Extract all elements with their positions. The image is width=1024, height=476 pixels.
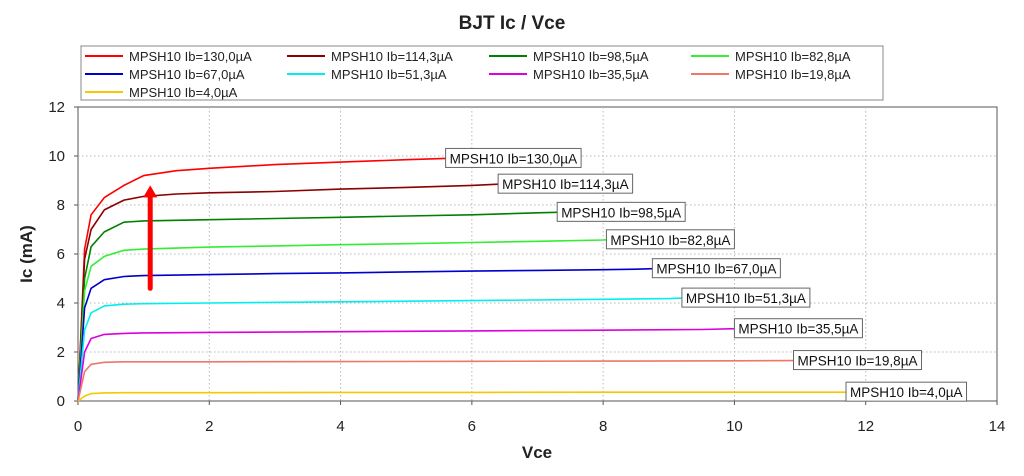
callout-box bbox=[651, 258, 781, 279]
legend-box bbox=[80, 45, 884, 101]
series-line bbox=[77, 183, 499, 402]
series-callout: MPSH10 Ib=82,8µA bbox=[605, 229, 735, 250]
series-line bbox=[77, 327, 735, 402]
series-line bbox=[77, 267, 653, 402]
callout-label: MPSH10 Ib=82,8µA bbox=[610, 233, 730, 248]
chart-title: BJT Ic / Vce bbox=[459, 13, 566, 34]
x-tick-label: 12 bbox=[857, 418, 874, 435]
legend-label: MPSH10 Ib=4,0µA bbox=[129, 85, 238, 100]
series-callout: MPSH10 Ib=35,5µA bbox=[733, 318, 863, 339]
callout-box bbox=[733, 318, 863, 339]
y-axis-title: Ic (mA) bbox=[17, 225, 36, 283]
series-line bbox=[77, 297, 682, 402]
x-tick-label: 8 bbox=[599, 418, 607, 435]
callout-label: MPSH10 Ib=98,5µA bbox=[561, 205, 681, 220]
callout-box bbox=[845, 381, 968, 402]
legend-label: MPSH10 Ib=19,8µA bbox=[735, 67, 851, 82]
series-callout: MPSH10 Ib=19,8µA bbox=[793, 350, 923, 371]
callouts: MPSH10 Ib=130,0µA MPSH10 Ib=114,3µA MPSH10… bbox=[445, 147, 968, 402]
x-tick-label: 2 bbox=[205, 418, 213, 435]
series-line bbox=[77, 359, 794, 402]
callout-label: MPSH10 Ib=51,3µA bbox=[686, 291, 806, 306]
series-line bbox=[77, 239, 607, 402]
series-line bbox=[77, 157, 446, 402]
callout-label: MPSH10 Ib=35,5µA bbox=[738, 322, 858, 337]
y-tick-label: 2 bbox=[57, 344, 65, 361]
series-callout: MPSH10 Ib=130,0µA bbox=[445, 147, 582, 168]
series-callout: MPSH10 Ib=4,0µA bbox=[845, 381, 968, 402]
annotation bbox=[143, 185, 158, 291]
legend-label: MPSH10 Ib=67,0µA bbox=[129, 67, 245, 82]
callout-label: MPSH10 Ib=19,8µA bbox=[798, 354, 918, 369]
series-callout: MPSH10 Ib=114,3µA bbox=[497, 173, 634, 194]
y-tick-label: 8 bbox=[57, 197, 65, 214]
legend-label: MPSH10 Ib=51,3µA bbox=[331, 67, 447, 82]
series-callout: MPSH10 Ib=98,5µA bbox=[556, 201, 686, 222]
callout-label: MPSH10 Ib=114,3µA bbox=[502, 177, 628, 192]
series-line bbox=[77, 391, 846, 402]
y-tick-label: 4 bbox=[57, 295, 65, 312]
series-layer bbox=[77, 157, 846, 402]
x-axis-title: Vce bbox=[522, 443, 552, 462]
callout-label: MPSH10 Ib=4,0µA bbox=[850, 385, 962, 400]
legend: MPSH10 Ib=130,0µA MPSH10 Ib=114,3µA MPSH10… bbox=[85, 49, 851, 100]
arrow-head bbox=[143, 185, 158, 198]
series-callout: MPSH10 Ib=67,0µA bbox=[651, 258, 781, 279]
series-callout: MPSH10 Ib=51,3µA bbox=[681, 287, 811, 308]
x-tick-label: 4 bbox=[336, 418, 344, 435]
legend-label: MPSH10 Ib=114,3µA bbox=[331, 49, 453, 64]
callout-box bbox=[681, 287, 811, 308]
x-tick-label: 10 bbox=[726, 418, 743, 435]
series-line bbox=[77, 211, 558, 402]
x-tick-label: 14 bbox=[989, 418, 1006, 435]
legend-label: MPSH10 Ib=82,8µA bbox=[735, 49, 851, 64]
callout-box bbox=[445, 147, 582, 168]
callout-label: MPSH10 Ib=67,0µA bbox=[656, 262, 776, 277]
legend-label: MPSH10 Ib=98,5µA bbox=[533, 49, 649, 64]
y-tick-label: 10 bbox=[48, 148, 65, 165]
legend-label: MPSH10 Ib=130,0µA bbox=[129, 49, 252, 64]
tick-labels: 0 2 4 6 8 10 12 14 0 2 4 6 8 10 12 bbox=[48, 99, 1005, 435]
x-tick-label: 0 bbox=[74, 418, 82, 435]
callout-box bbox=[497, 173, 634, 194]
y-tick-label: 0 bbox=[57, 393, 65, 410]
callout-box bbox=[556, 201, 686, 222]
callout-box bbox=[605, 229, 735, 250]
y-tick-label: 12 bbox=[48, 99, 65, 116]
callout-box bbox=[793, 350, 923, 371]
legend-label: MPSH10 Ib=35,5µA bbox=[533, 67, 649, 82]
callout-label: MPSH10 Ib=130,0µA bbox=[450, 151, 577, 166]
x-tick-label: 6 bbox=[468, 418, 476, 435]
y-tick-label: 6 bbox=[57, 246, 65, 263]
